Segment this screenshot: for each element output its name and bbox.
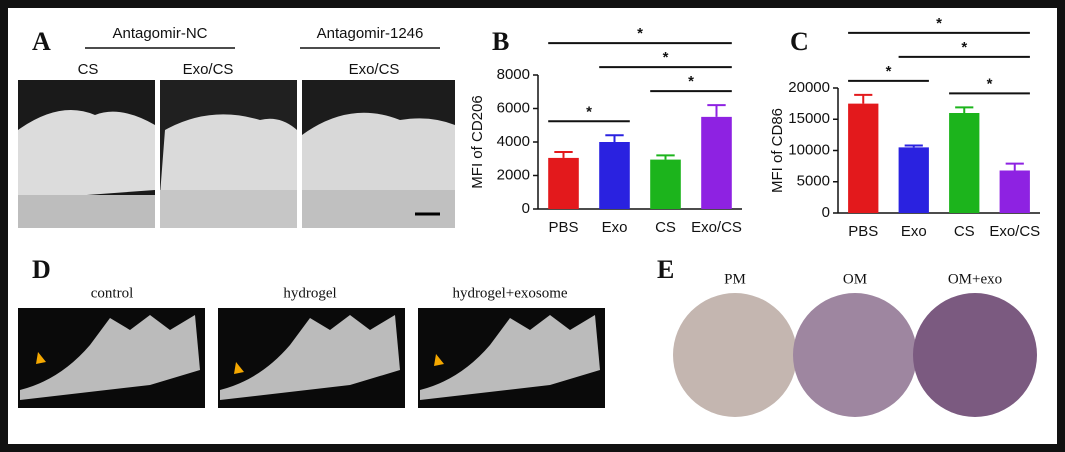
y-tick-label: 4000 <box>497 133 530 150</box>
y-tick-label: 5000 <box>797 173 830 190</box>
x-tick-label: Exo/CS <box>691 219 742 236</box>
y-tick-label: 0 <box>822 204 830 221</box>
significance-label: * <box>586 103 592 120</box>
x-tick-label: CS <box>655 219 676 236</box>
image-label: OM+exo <box>948 271 1002 287</box>
significance-label: * <box>987 75 993 92</box>
x-tick-label: Exo <box>901 223 927 240</box>
panel-letter: B <box>492 27 509 56</box>
panel-letter: A <box>32 27 51 56</box>
image-label: Exo/CS <box>349 61 400 78</box>
image-label: CS <box>78 61 99 78</box>
image-label: hydrogel+exosome <box>452 285 567 301</box>
x-tick-label: Exo <box>602 219 628 236</box>
y-tick-label: 0 <box>522 200 530 217</box>
x-tick-label: PBS <box>848 223 878 240</box>
y-axis-label: MFI of CD86 <box>769 108 786 193</box>
panel-letter: E <box>657 255 674 284</box>
y-tick-label: 20000 <box>788 79 830 96</box>
y-tick-label: 15000 <box>788 110 830 127</box>
bar <box>848 103 879 213</box>
image-label: hydrogel <box>283 285 336 301</box>
bar <box>949 113 980 213</box>
bar <box>898 147 929 213</box>
bar <box>548 157 579 209</box>
group-label: Antagomir-NC <box>112 25 207 42</box>
image-label: OM <box>843 271 867 287</box>
panel-letter: D <box>32 255 51 284</box>
y-tick-label: 6000 <box>497 99 530 116</box>
y-tick-label: 2000 <box>497 166 530 183</box>
significance-label: * <box>663 49 669 66</box>
image-label: control <box>91 285 134 301</box>
significance-label: * <box>637 25 643 42</box>
significance-label: * <box>688 73 694 90</box>
group-label: Antagomir-1246 <box>317 25 424 42</box>
y-axis-label: MFI of CD206 <box>469 95 486 188</box>
significance-label: * <box>961 39 967 56</box>
panel-letter: C <box>790 27 809 56</box>
x-tick-label: Exo/CS <box>989 223 1040 240</box>
image-label: PM <box>724 271 746 287</box>
significance-label: * <box>886 63 892 80</box>
bar <box>999 170 1030 213</box>
y-tick-label: 8000 <box>497 66 530 83</box>
x-tick-label: CS <box>954 223 975 240</box>
micro-ct-images <box>18 308 605 408</box>
significance-label: * <box>936 15 942 32</box>
bar <box>701 116 732 209</box>
image-label: Exo/CS <box>183 61 234 78</box>
bar <box>599 142 630 209</box>
bar <box>650 159 681 209</box>
x-tick-label: PBS <box>548 219 578 236</box>
stained-wells <box>673 293 1037 417</box>
micro-ct-images <box>18 80 455 228</box>
y-tick-label: 10000 <box>788 141 830 158</box>
